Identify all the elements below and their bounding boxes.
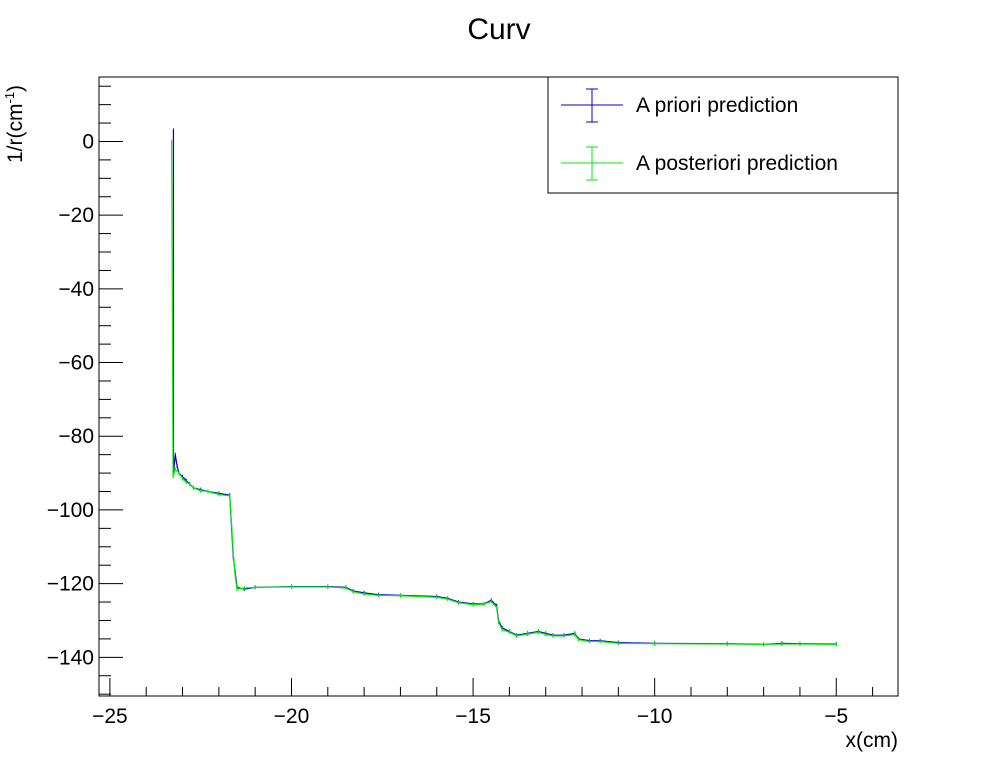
y-axis-tick-labels: 0 −20 −40 −60 −80 −100 −120 −140 — [47, 130, 94, 669]
chart-title: Curv — [467, 13, 530, 46]
x-tick-label: −15 — [455, 705, 491, 728]
y-axis-label-main: 1/r(cm — [4, 104, 27, 164]
y-axis-label-close: ) — [4, 85, 27, 92]
x-axis-ticks — [109, 678, 874, 696]
legend-entry-a-posteriori: A posteriori prediction — [561, 146, 838, 181]
y-tick-label: −40 — [58, 278, 94, 301]
x-tick-label: −25 — [92, 705, 128, 728]
y-tick-label: −80 — [58, 425, 94, 448]
x-axis-tick-labels: −25 −20 −15 −10 −5 — [92, 705, 848, 728]
y-tick-label: 0 — [82, 130, 94, 153]
y-axis-label-sup: -1 — [2, 92, 17, 104]
legend-label-a-priori: A priori prediction — [636, 94, 798, 117]
y-tick-label: −120 — [47, 573, 94, 596]
x-tick-label: −20 — [274, 705, 310, 728]
plot-frame — [98, 76, 899, 697]
legend: A priori prediction A posteriori predict… — [547, 76, 899, 194]
series-line — [172, 130, 837, 646]
y-tick-label: −60 — [58, 352, 94, 375]
y-axis-label: 1/r(cm-1) — [2, 85, 27, 163]
series-a-posteriori — [171, 139, 837, 647]
legend-label-a-posteriori: A posteriori prediction — [636, 152, 838, 175]
x-tick-label: −5 — [824, 705, 848, 728]
x-axis-label: x(cm) — [846, 729, 898, 752]
series-a-priori — [172, 128, 837, 647]
legend-entry-a-priori: A priori prediction — [561, 88, 798, 123]
y-tick-label: −100 — [47, 499, 94, 522]
series-layer — [171, 128, 837, 647]
legend-box — [547, 76, 899, 194]
y-tick-label: −20 — [58, 204, 94, 227]
y-axis-ticks — [99, 85, 123, 695]
x-tick-label: −10 — [637, 705, 673, 728]
series-line — [171, 141, 837, 646]
y-tick-label: −140 — [47, 646, 94, 669]
